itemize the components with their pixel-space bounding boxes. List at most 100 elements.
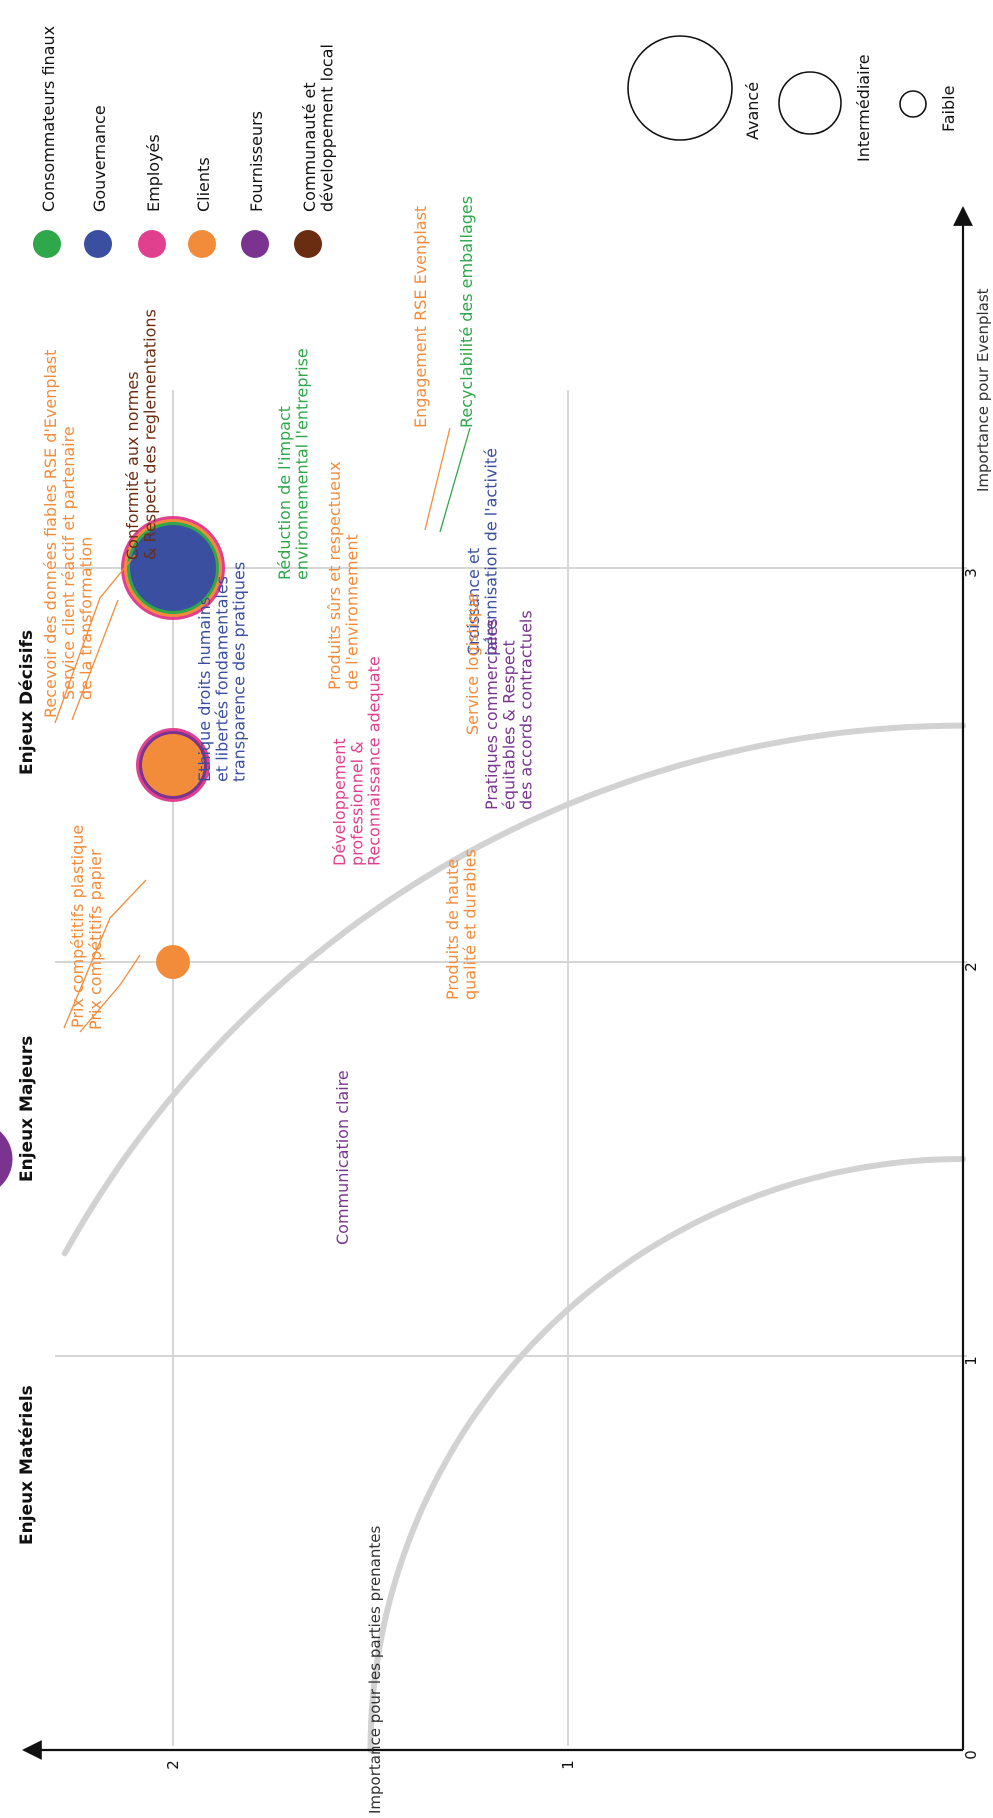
label-produits-surs-line: Produits sûrs et respectueux xyxy=(325,461,344,690)
label-logistique-line: Service logistique xyxy=(463,593,482,735)
x-tick-label: 0 xyxy=(962,1750,980,1760)
y-tick-label: 2 xyxy=(164,1760,182,1770)
bubble-labels: Conformité aux normes& Respect des regle… xyxy=(41,196,536,1245)
y-tick-label: 1 xyxy=(559,1760,577,1770)
legend-label-line: développement local xyxy=(317,44,336,212)
label-engagement-line: Engagement RSE Evenplast xyxy=(411,206,430,428)
legend-label: Employés xyxy=(144,134,163,212)
label-produits-qualite-line: Produits de haute xyxy=(443,859,462,1000)
x-axis-label: Importance pour Evenplast xyxy=(974,288,992,492)
label-logistique: Service logistique xyxy=(463,593,482,735)
label-service-client-line: Service client réactif et partenaire xyxy=(59,426,78,700)
legend-label-line: Gouvernance xyxy=(90,105,109,212)
label-recevoir: Recevoir des données fiables RSE d'Evenp… xyxy=(41,350,60,718)
legend-swatch xyxy=(33,230,61,258)
bubble-produits-qualite xyxy=(156,945,190,979)
zone-title: Enjeux Matériels xyxy=(17,1385,37,1545)
leader-prix-plastique xyxy=(63,879,147,1029)
label-reduction-line: environnemental l'entreprise xyxy=(292,348,311,580)
legend-label: Clients xyxy=(194,157,213,212)
label-prix-papier-line: Prix compétitifs papier xyxy=(86,849,105,1030)
zone-boundary-curve-1 xyxy=(367,1156,966,1753)
x-tick-label: 3 xyxy=(962,568,980,578)
axes: 0123123Importance pour EvenplastImportan… xyxy=(17,206,992,1814)
legend-size-label-line: Intermédiaire xyxy=(854,54,873,162)
label-conformite-line: Conformité aux normes xyxy=(123,371,142,560)
label-conformite: Conformité aux normes& Respect des regle… xyxy=(123,309,159,560)
x-axis-label-line: Importance pour Evenplast xyxy=(974,288,992,492)
label-developpement-line: Développement xyxy=(330,738,349,866)
leader-prix-papier xyxy=(79,954,141,1033)
x-tick-label: 1 xyxy=(962,1356,980,1366)
leader-recevoir xyxy=(54,554,136,724)
legend-size-label: Intermédiaire xyxy=(854,54,873,162)
zone-title-line: Enjeux Matériels xyxy=(17,1385,37,1545)
label-service-client-line: de la transformation xyxy=(76,537,95,700)
legend-size-label-line: Avancé xyxy=(743,82,762,140)
y-axis-label-line: Importance pour les parties prenantes xyxy=(366,1526,384,1814)
zone-title: Enjeux Décisifs xyxy=(17,630,37,775)
label-ethique-line: Ethique droits humains xyxy=(195,597,214,782)
legend-label: Gouvernance xyxy=(90,105,109,212)
label-conformite-line: & Respect des reglementations xyxy=(140,309,159,560)
label-communication-line: Communication claire xyxy=(333,1070,352,1245)
legend-label-line: Employés xyxy=(144,134,163,212)
label-croissance-line: pérennisation de l'activité xyxy=(481,448,500,656)
label-pratiques-line: Pratiques commerciales xyxy=(482,618,501,810)
leader-recyclabilite xyxy=(439,427,471,533)
label-recyclabilite-line: Recyclabilité des emballages xyxy=(457,196,476,428)
legend-size-circle xyxy=(778,71,842,135)
label-ethique-line: transparence des pratiques xyxy=(230,562,249,782)
label-pratiques-line: équitables & Respect xyxy=(499,640,518,810)
label-recyclabilite: Recyclabilité des emballages xyxy=(457,196,476,428)
label-croissance-line: Croissance et xyxy=(464,548,483,656)
label-developpement-line: professionnel & xyxy=(347,741,366,866)
bubbles xyxy=(0,427,471,1187)
legend-label-line: Clients xyxy=(194,157,213,212)
legend: Consommateurs finaux Gouvernance Employés C… xyxy=(33,26,958,258)
label-communication: Communication claire xyxy=(333,1070,352,1245)
legend-size-circle xyxy=(627,35,733,141)
label-recevoir-line: Recevoir des données fiables RSE d'Evenp… xyxy=(41,350,60,718)
x-tick-label: 2 xyxy=(962,962,980,972)
legend-label: Communauté etdéveloppement local xyxy=(300,44,336,212)
zone-title-line: Enjeux Majeurs xyxy=(17,1036,37,1182)
legend-label: Fournisseurs xyxy=(247,111,266,212)
label-developpement-line: Reconnaissance adequate xyxy=(365,656,384,866)
label-produits-qualite: Produits de hautequalité et durables xyxy=(443,849,479,1000)
zone-boundary-curve-2 xyxy=(61,722,966,1257)
label-reduction-line: Réduction de l'impact xyxy=(275,406,294,580)
label-prix-plastique-line: Prix compétitifs plastique xyxy=(68,825,87,1028)
leader-service-client xyxy=(71,599,119,721)
legend-size-label: Avancé xyxy=(743,82,762,140)
leader-engagement xyxy=(424,427,451,531)
legend-size-label: Faible xyxy=(939,86,958,132)
legend-label-line: Fournisseurs xyxy=(247,111,266,212)
label-ethique: Ethique droits humainset libertés fondam… xyxy=(195,562,249,782)
legend-swatch xyxy=(294,230,322,258)
zone-curves xyxy=(61,722,966,1753)
legend-size-circle xyxy=(899,90,927,118)
label-produits-surs-line: de l'environnement xyxy=(342,534,361,690)
bubble-croissance xyxy=(130,525,216,611)
label-croissance: Croissance etpérennisation de l'activité xyxy=(464,448,500,656)
legend-swatch xyxy=(84,230,112,258)
legend-label-line: Communauté et xyxy=(300,82,319,212)
bubble-communication xyxy=(0,1131,13,1187)
y-axis-label: Importance pour les parties prenantes xyxy=(366,1526,384,1814)
legend-swatch xyxy=(241,230,269,258)
legend-label: Consommateurs finaux xyxy=(39,26,58,212)
label-service-client: Service client réactif et partenairede l… xyxy=(59,426,95,700)
label-reduction: Réduction de l'impactenvironnemental l'e… xyxy=(275,348,311,580)
legend-label-line: Consommateurs finaux xyxy=(39,26,58,212)
label-produits-surs: Produits sûrs et respectueuxde l'environ… xyxy=(325,461,361,690)
bubble-logistique xyxy=(142,734,204,796)
legend-swatch xyxy=(138,230,166,258)
label-developpement: Développementprofessionnel &Reconnaissan… xyxy=(330,656,384,866)
label-produits-qualite-line: qualité et durables xyxy=(460,849,479,1000)
label-prix-papier: Prix compétitifs papier xyxy=(86,849,105,1030)
label-engagement: Engagement RSE Evenplast xyxy=(411,206,430,428)
zone-title: Enjeux Majeurs xyxy=(17,1036,37,1182)
legend-size-label-line: Faible xyxy=(939,86,958,132)
